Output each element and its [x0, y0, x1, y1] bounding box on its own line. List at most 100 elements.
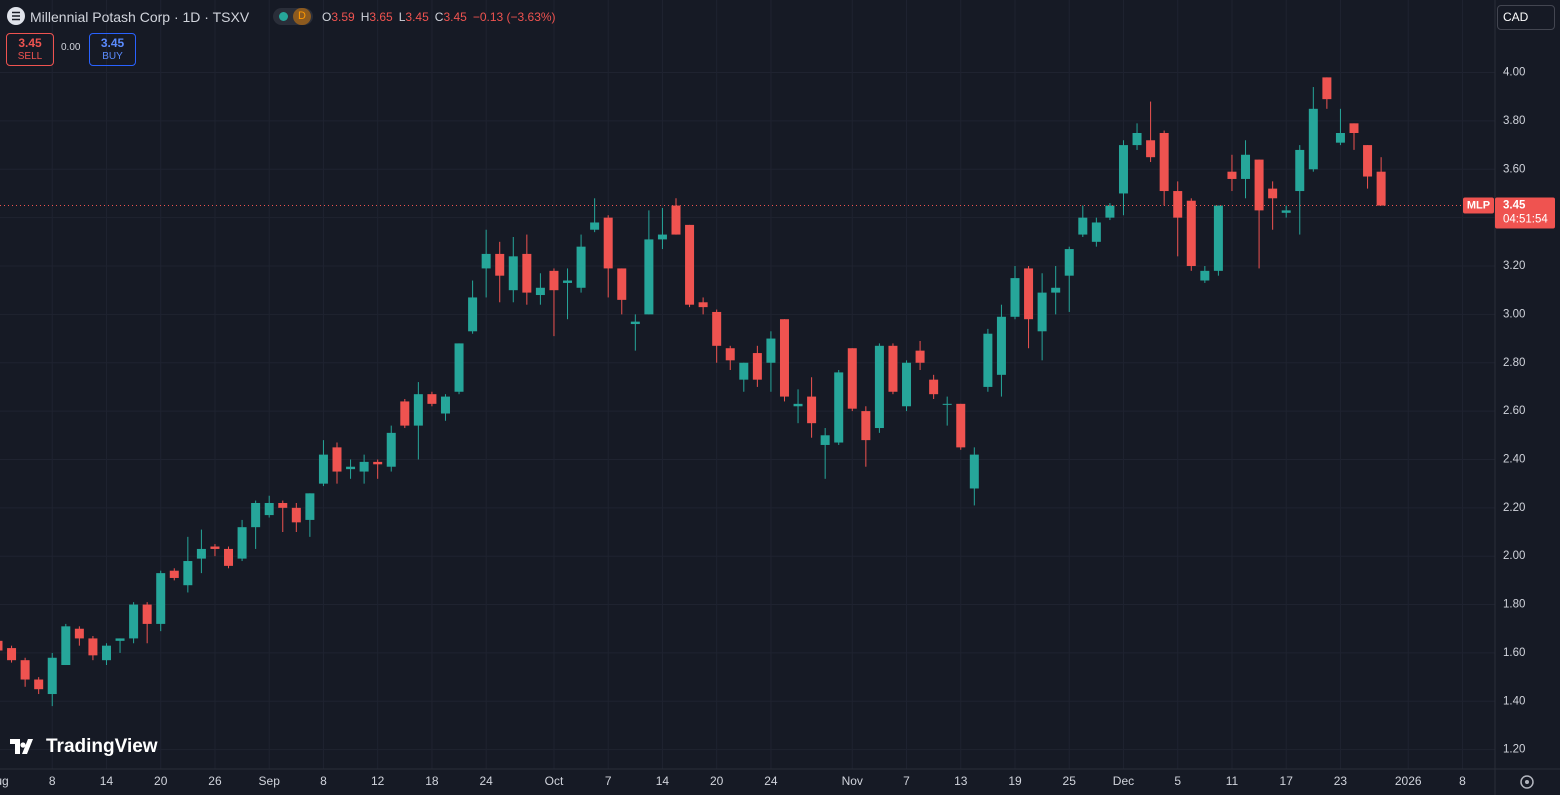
candle-body: [752, 353, 762, 380]
candle-body: [874, 345, 884, 429]
candle-body: [766, 338, 776, 363]
x-tick-label: Aug: [0, 774, 9, 788]
x-tick-label: 23: [1334, 774, 1348, 788]
candle-body: [522, 253, 532, 293]
candle-body: [454, 343, 464, 392]
candle-body: [47, 657, 57, 695]
ohlc-key: L: [398, 10, 406, 24]
candle-body: [386, 432, 396, 467]
candle-body: [169, 570, 179, 578]
buy-price: 3.45: [100, 36, 125, 50]
x-tick-label: 8: [320, 774, 327, 788]
candles: [0, 77, 1386, 707]
candle-body: [1105, 205, 1115, 218]
x-tick-label: 20: [154, 774, 168, 788]
candle-body: [1268, 188, 1278, 199]
candle-body: [373, 461, 383, 465]
ohlc-value: 3.45: [405, 10, 429, 24]
candle-body: [413, 394, 423, 426]
candle-body: [657, 234, 667, 240]
x-tick-label: 20: [710, 774, 724, 788]
last-price-label: 3.45: [1503, 200, 1526, 212]
price-axis-tag: [1495, 197, 1555, 229]
candle-body: [942, 403, 952, 405]
candle-body: [725, 348, 735, 361]
candle-body: [1213, 205, 1223, 271]
candle-body: [1349, 123, 1359, 134]
currency-selector[interactable]: CAD: [1497, 5, 1555, 30]
candle-body: [929, 379, 939, 395]
candle-body: [983, 333, 993, 387]
candle-body: [1241, 154, 1251, 179]
candle-body: [807, 396, 817, 424]
candle-body: [1335, 133, 1345, 143]
candle-body: [1091, 222, 1101, 242]
y-tick-label: 3.60: [1503, 163, 1525, 175]
symbol-title[interactable]: Millennial Potash Corp · 1D · TSXV: [30, 9, 250, 25]
x-tick-label: Sep: [259, 774, 281, 788]
candle-body: [1078, 217, 1088, 235]
candle-body: [685, 224, 695, 305]
bar-countdown: 04:51:54: [1503, 214, 1548, 226]
candle-body: [332, 447, 342, 472]
brand-name: TradingView: [46, 736, 158, 757]
x-tick-label: Dec: [1113, 774, 1134, 788]
candle-body: [969, 454, 979, 489]
x-tick-label: 18: [425, 774, 439, 788]
symbol-tag: [1463, 197, 1494, 214]
candle-body: [278, 502, 288, 508]
y-tick-label: 2.60: [1503, 405, 1525, 417]
candle-body: [251, 502, 261, 528]
x-tick-label: 19: [1008, 774, 1022, 788]
y-tick-label: 3.80: [1503, 115, 1525, 127]
candle-body: [1024, 268, 1034, 320]
x-tick-label: 8: [1459, 774, 1466, 788]
buy-button[interactable]: 3.45 BUY: [89, 33, 136, 66]
candle-body: [129, 604, 139, 639]
candle-body: [156, 573, 166, 624]
candle-body: [603, 217, 613, 269]
candle-body: [346, 466, 356, 470]
y-tick-label: 3.20: [1503, 260, 1525, 272]
candle-body: [590, 222, 600, 230]
ohlc-key: O: [322, 10, 332, 24]
candle-body: [1254, 159, 1264, 211]
candle-body: [481, 253, 491, 269]
status-pill[interactable]: D: [273, 8, 313, 25]
candle-body: [264, 502, 274, 516]
candle-body: [630, 321, 640, 325]
candle-body: [440, 396, 450, 414]
x-tick-label: Oct: [545, 774, 564, 788]
y-tick-label: 1.20: [1503, 744, 1525, 756]
x-tick-label: 7: [903, 774, 910, 788]
grid: [0, 0, 1495, 769]
candle-body: [1051, 287, 1061, 293]
candle-body: [495, 253, 505, 276]
candle-body: [576, 246, 586, 288]
candle-body: [793, 403, 803, 407]
x-tick-label: Nov: [842, 774, 863, 788]
x-tick-label: 2026: [1395, 774, 1422, 788]
ohlc-legend: O3.59 H3.65 L3.45 C3.45 −0.13 (−3.63%): [322, 8, 556, 26]
candle-body: [1146, 140, 1156, 158]
y-tick-label: 1.80: [1503, 599, 1525, 611]
axes: 1.20 1.40 1.60 1.80 2.00 2.20 2.40 2.60 2.80 3.00…: [0, 67, 1555, 788]
candle-body: [1295, 149, 1305, 192]
brand-logo-dot: [20, 742, 26, 748]
sell-button[interactable]: 3.45 SELL: [6, 33, 54, 66]
candle-body: [563, 280, 573, 283]
candle-body: [644, 239, 654, 315]
candle-body: [956, 403, 966, 448]
ohlc-value: 3.45: [443, 10, 467, 24]
candle-body: [535, 287, 545, 296]
candle-body: [400, 401, 410, 426]
settings-icon[interactable]: [1520, 775, 1534, 789]
candle-body: [1173, 191, 1183, 218]
ohlc-key: H: [360, 10, 370, 24]
candle-body: [1118, 145, 1128, 194]
x-tick-label: 14: [100, 774, 114, 788]
candle-body: [0, 640, 3, 651]
y-tick-label: 2.80: [1503, 357, 1525, 369]
